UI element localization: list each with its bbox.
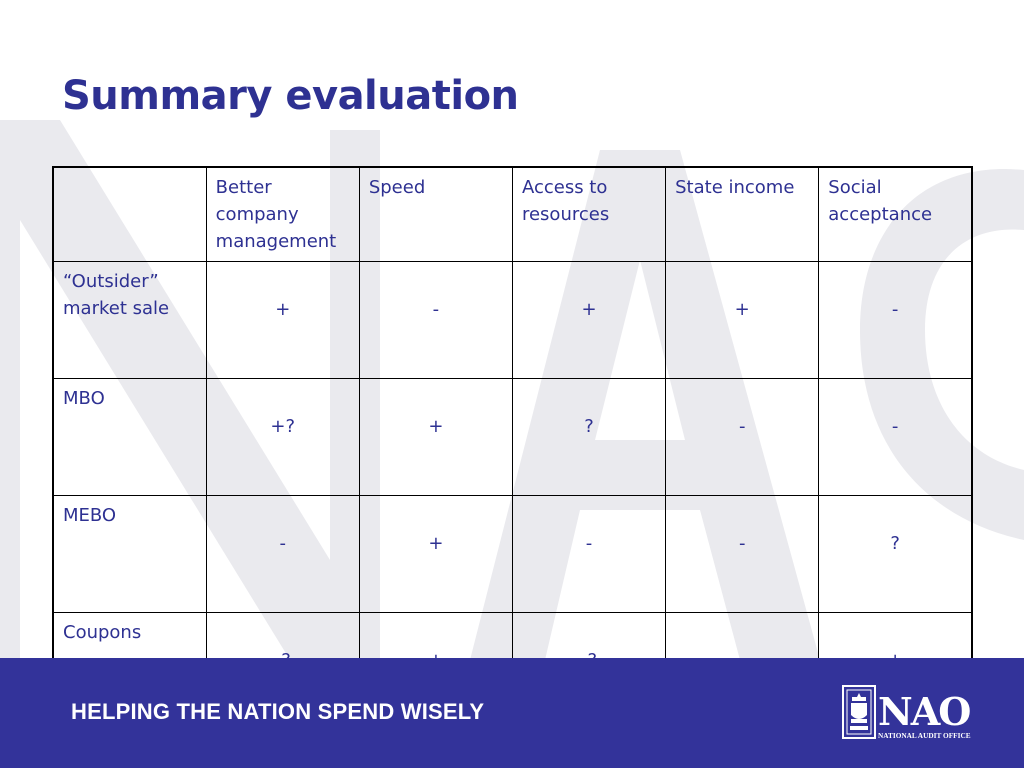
table-cell: +: [205, 261, 360, 379]
table-cell: +: [358, 378, 513, 496]
table-row: “Outsider” market sale + - + + -: [52, 261, 973, 379]
table-header-row: Better company management Speed Access t…: [52, 166, 973, 262]
row-label: “Outsider” market sale: [52, 261, 207, 379]
footer-slogan: HELPING THE NATION SPEND WISELY: [71, 699, 485, 724]
table-cell: +: [511, 261, 667, 379]
evaluation-table: Better company management Speed Access t…: [52, 166, 973, 731]
table-cell: ?: [818, 495, 973, 613]
table-cell: +?: [205, 378, 360, 496]
table-header-cell: State income: [665, 166, 820, 262]
table-cell: -: [205, 495, 360, 613]
table-cell: -: [818, 261, 973, 379]
crest-icon: [842, 685, 876, 739]
table-header-cell: [52, 166, 207, 262]
table-row: MBO +? + ? - -: [52, 378, 973, 496]
table-cell: ?: [511, 378, 667, 496]
row-label: MBO: [52, 378, 207, 496]
table-header-cell: Social acceptance: [818, 166, 973, 262]
footer-bar: HELPING THE NATION SPEND WISELY NAO NATI…: [0, 658, 1024, 768]
table-cell: +: [358, 495, 513, 613]
nao-logo: NAO NATIONAL AUDIT OFFICE: [842, 685, 972, 740]
table-cell: -: [511, 495, 667, 613]
row-label: MEBO: [52, 495, 207, 613]
table-cell: -: [665, 378, 820, 496]
logo-subtext: NATIONAL AUDIT OFFICE: [878, 731, 971, 740]
table-header-cell: Better company management: [205, 166, 360, 262]
logo-text: NAO: [878, 689, 970, 734]
table-cell: -: [358, 261, 513, 379]
slide-title: Summary evaluation: [62, 73, 519, 119]
table-cell: +: [665, 261, 820, 379]
table-row: MEBO - + - - ?: [52, 495, 973, 613]
table-cell: -: [818, 378, 973, 496]
table-cell: -: [665, 495, 820, 613]
table-header-cell: Access to resources: [511, 166, 667, 262]
table-header-cell: Speed: [358, 166, 513, 262]
